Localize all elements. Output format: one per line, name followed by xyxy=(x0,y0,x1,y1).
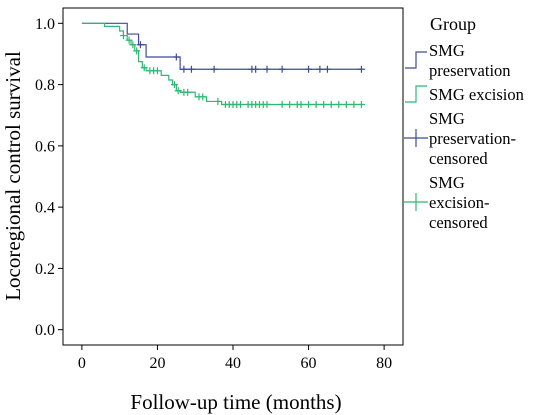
y-tick-label-0: 0.0 xyxy=(35,322,55,339)
series-1-censor-3 xyxy=(133,47,141,55)
y-tick-label-3: 0.6 xyxy=(35,138,55,155)
series-0-censor-0 xyxy=(136,41,144,49)
series-1-censor-29 xyxy=(297,101,305,109)
series-1-censor-4 xyxy=(140,64,148,72)
series-1-censor-25 xyxy=(263,101,271,109)
series-0-censor-11 xyxy=(323,65,331,73)
legend-label-3-0: SMG xyxy=(429,173,465,192)
x-tick-label-1: 20 xyxy=(149,355,165,372)
series-1-censor-35 xyxy=(342,101,350,109)
legend-label-0-1: preservation xyxy=(429,61,511,80)
series-1-censor-2 xyxy=(129,41,137,49)
series-1-censor-26 xyxy=(278,101,286,109)
x-tick-label-4: 80 xyxy=(376,355,392,372)
series-0-censor-3 xyxy=(187,65,195,73)
series-1-censor-32 xyxy=(320,101,328,109)
series-1-censor-36 xyxy=(350,101,358,109)
legend-label-2-0: SMG xyxy=(429,109,465,128)
legend-swatch-1 xyxy=(405,85,427,103)
y-tick-label-2: 0.4 xyxy=(35,200,55,217)
legend-label-0-0: SMG xyxy=(429,41,465,60)
series-0-censor-10 xyxy=(316,65,324,73)
x-axis-title: Follow-up time (months) xyxy=(130,390,341,414)
series-1-censor-33 xyxy=(327,101,335,109)
legend-title: Group xyxy=(430,14,476,34)
series-1-censor-1 xyxy=(125,36,133,44)
legend-label-3-2: censored xyxy=(429,213,488,232)
series-0-censor-8 xyxy=(278,65,286,73)
series-1-censor-7 xyxy=(153,67,161,75)
x-tick-label-0: 0 xyxy=(78,355,86,372)
y-tick-label-5: 1.0 xyxy=(35,16,55,33)
x-tick-label-3: 60 xyxy=(301,355,317,372)
legend-swatch-2 xyxy=(404,129,428,147)
series-0-censor-4 xyxy=(210,65,218,73)
series-1-censor-0 xyxy=(119,32,127,40)
series-0-censor-1 xyxy=(172,53,180,61)
y-axis-title: Locoregional control survival xyxy=(1,51,25,301)
series-1-censor-37 xyxy=(357,101,365,109)
series-1-censor-13 xyxy=(199,93,207,101)
legend-label-2-2: censored xyxy=(429,149,488,168)
legend-label-1-0: SMG excision xyxy=(429,85,524,104)
series-0-censor-12 xyxy=(357,65,365,73)
x-tick-label-2: 40 xyxy=(225,355,241,372)
series-1-censor-11 xyxy=(184,88,192,96)
series-1-censor-14 xyxy=(214,97,222,105)
series-1-censor-19 xyxy=(237,101,245,109)
legend-swatch-0 xyxy=(405,51,427,69)
legend-label-2-1: preservation- xyxy=(429,129,516,148)
series-1-censor-34 xyxy=(335,101,343,109)
series-0-censor-7 xyxy=(263,65,271,73)
legend-swatch-3 xyxy=(404,193,428,211)
series-1-censor-31 xyxy=(312,101,320,109)
series-0-censor-2 xyxy=(180,65,188,73)
series-1-censor-8 xyxy=(170,81,178,89)
series-1-censor-9 xyxy=(174,87,182,95)
y-tick-label-1: 0.2 xyxy=(35,261,55,278)
series-0-censor-6 xyxy=(252,65,260,73)
series-1-censor-30 xyxy=(305,101,313,109)
series-1-censor-27 xyxy=(286,101,294,109)
legend-label-3-1: excision- xyxy=(429,193,489,212)
y-tick-label-4: 0.8 xyxy=(35,77,55,94)
series-0-censor-9 xyxy=(305,65,313,73)
